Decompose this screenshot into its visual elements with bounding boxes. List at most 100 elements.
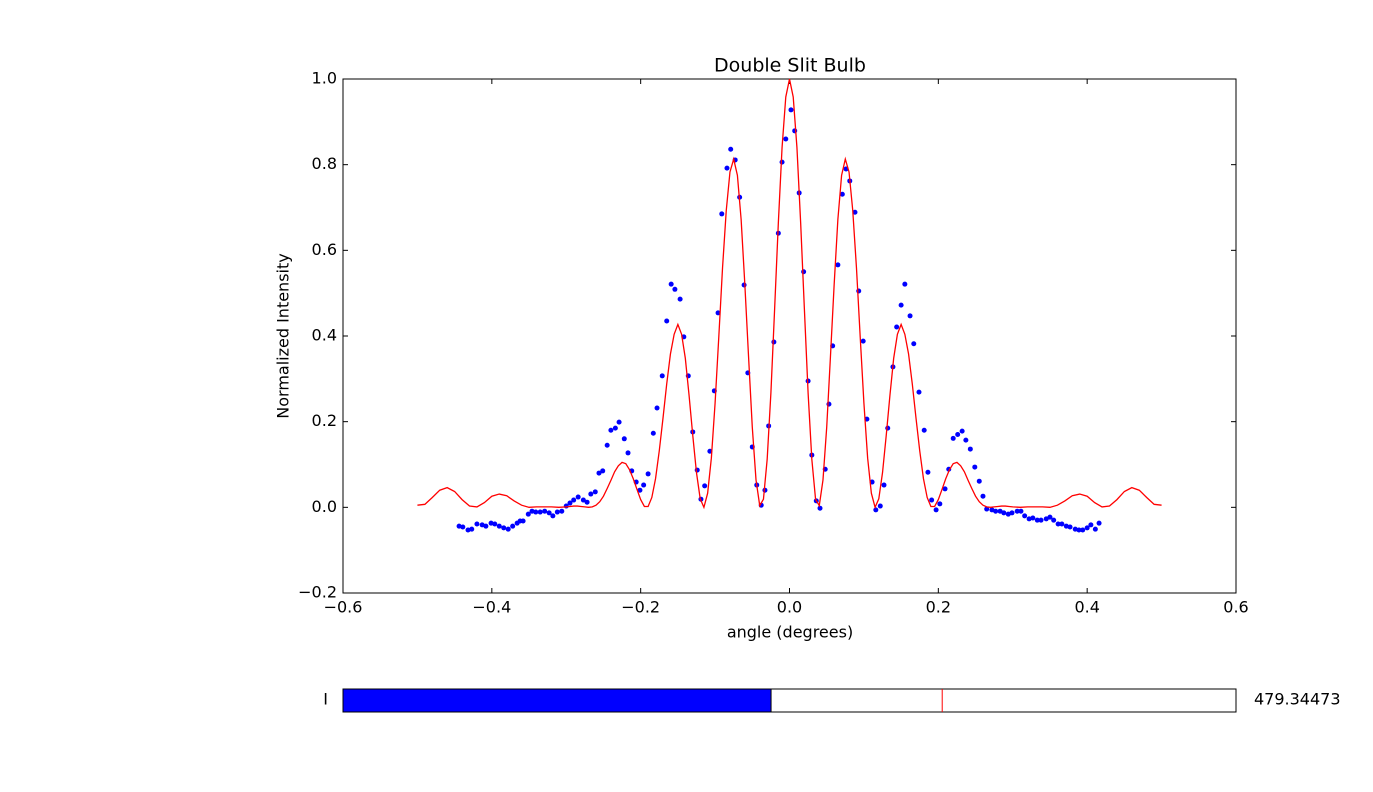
data-point <box>937 501 943 507</box>
data-point <box>1009 510 1015 516</box>
data-point <box>783 136 789 142</box>
data-point <box>1072 526 1078 532</box>
data-point <box>456 523 462 529</box>
data-point <box>659 373 665 379</box>
data-point <box>967 446 973 452</box>
data-point <box>677 296 683 302</box>
data-point <box>1051 517 1057 523</box>
data-point <box>921 427 927 433</box>
data-point <box>542 508 548 514</box>
data-point <box>501 525 507 531</box>
data-point <box>976 478 982 484</box>
data-point <box>942 486 948 492</box>
data-point <box>537 509 543 515</box>
data-point <box>567 500 573 506</box>
data-point <box>1088 522 1094 528</box>
data-point <box>894 324 900 330</box>
data-point <box>1030 515 1036 521</box>
data-point <box>546 510 552 516</box>
data-point <box>916 389 922 395</box>
data-point <box>1043 516 1049 522</box>
data-point <box>616 419 622 425</box>
data-point <box>1001 510 1007 516</box>
x-tick-label: 0.0 <box>777 598 802 617</box>
data-point <box>993 508 999 514</box>
slider-fill[interactable] <box>342 688 772 713</box>
data-point <box>575 494 581 500</box>
data-point <box>801 269 807 275</box>
data-point <box>898 302 904 308</box>
data-point <box>955 432 961 438</box>
data-point <box>724 165 730 171</box>
data-point <box>877 503 883 509</box>
data-point <box>533 509 539 515</box>
data-point <box>1084 525 1090 531</box>
data-point <box>881 482 887 488</box>
data-point <box>933 507 939 513</box>
data-point <box>625 450 631 456</box>
data-point <box>741 282 747 288</box>
data-point <box>465 527 471 533</box>
data-point <box>592 489 598 495</box>
data-point <box>1055 521 1061 527</box>
data-point <box>654 405 660 411</box>
data-point <box>1047 514 1053 520</box>
data-point <box>672 286 678 292</box>
data-point <box>826 401 832 407</box>
data-point <box>600 468 606 474</box>
data-point <box>788 107 794 113</box>
data-point <box>584 499 590 505</box>
fit-line <box>417 78 1162 510</box>
data-point <box>520 518 526 524</box>
data-point <box>997 508 1003 514</box>
data-point <box>715 310 721 316</box>
data-point <box>488 520 494 526</box>
data-point <box>972 464 978 470</box>
data-point <box>902 281 908 287</box>
y-tick-label: 0.2 <box>312 411 337 430</box>
data-point <box>474 521 480 527</box>
data-point <box>1076 527 1082 533</box>
data-point <box>1063 523 1069 529</box>
y-tick-label: 0.4 <box>312 326 337 345</box>
data-point <box>641 482 647 488</box>
data-point <box>856 288 862 294</box>
data-point <box>907 313 913 319</box>
data-point <box>963 437 969 443</box>
x-tick-label: 0.4 <box>1074 598 1099 617</box>
data-point <box>1026 516 1032 522</box>
data-point <box>929 497 935 503</box>
data-point <box>664 318 670 324</box>
data-point <box>559 508 565 514</box>
data-point <box>728 146 734 152</box>
data-point <box>483 523 489 529</box>
data-point <box>608 427 614 433</box>
y-tick-label: 0.6 <box>312 240 337 259</box>
data-point <box>650 430 656 436</box>
data-point <box>460 524 466 530</box>
data-point <box>719 211 725 217</box>
data-point <box>873 507 879 513</box>
data-point <box>702 483 708 489</box>
data-point <box>1034 517 1040 523</box>
data-point <box>1022 513 1028 519</box>
data-point <box>645 471 651 477</box>
data-point <box>885 425 891 431</box>
x-tick-label: 0.6 <box>1223 598 1248 617</box>
data-point <box>604 442 610 448</box>
data-point <box>571 497 577 503</box>
data-point <box>959 428 965 434</box>
data-point <box>984 506 990 512</box>
y-tick-label: 0.0 <box>312 497 337 516</box>
data-point <box>1038 517 1044 523</box>
data-point <box>510 523 516 529</box>
data-point <box>496 523 502 529</box>
data-point <box>839 191 845 197</box>
y-tick-label: 0.8 <box>312 154 337 173</box>
data-point <box>580 497 586 503</box>
data-point <box>911 341 917 347</box>
data-point <box>668 281 674 287</box>
data-point <box>980 493 986 499</box>
x-tick-label: 0.2 <box>926 598 951 617</box>
